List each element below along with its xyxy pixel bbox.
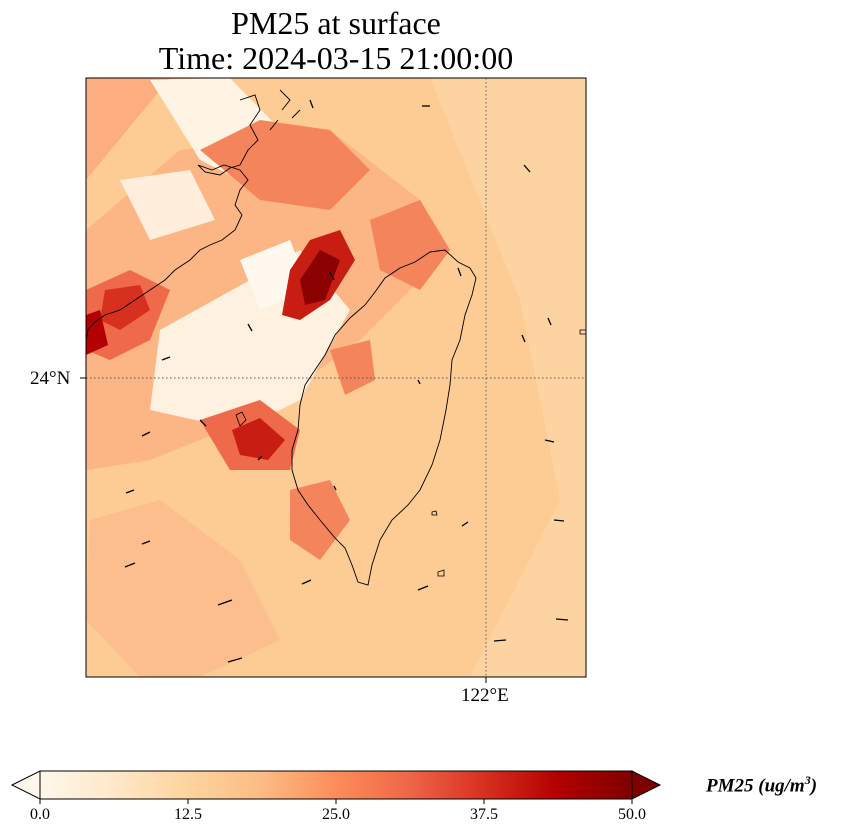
colorbar-gradient xyxy=(39,770,633,800)
colorbar xyxy=(10,770,662,804)
colorbar-tick-marks xyxy=(39,799,633,804)
pm25-hotspot-3 xyxy=(100,285,150,330)
taiwan-coastline xyxy=(291,249,477,586)
colorbar-tick-label: 12.5 xyxy=(174,806,202,823)
pm25-field-sw xyxy=(86,500,280,677)
pm25-patch-6 xyxy=(330,340,375,395)
colorbar-extend-max xyxy=(631,770,662,800)
colorbar-label: PM25 (ug/m3) xyxy=(706,773,817,797)
colorbar-tick-label: 25.0 xyxy=(322,806,350,823)
pm25-field-nw xyxy=(86,78,170,180)
pm25-clean-plume-mid xyxy=(120,170,215,240)
small-islands xyxy=(431,329,586,577)
pm25-field-east xyxy=(430,78,586,677)
colorbar-tick-label: 50.0 xyxy=(618,806,646,823)
map-title-line1: PM25 at surface xyxy=(231,5,441,41)
map-title-line2: Time: 2024-03-15 21:00:00 xyxy=(158,40,514,76)
map-figure xyxy=(80,77,587,683)
penghu-islands xyxy=(235,411,247,427)
lon-tick-label: 122°E xyxy=(461,685,509,706)
colorbar-extend-min xyxy=(10,770,41,800)
china-coastline xyxy=(86,89,301,341)
colorbar-label-exponent: 3 xyxy=(804,773,811,787)
colorbar-label-main: PM25 (ug/m xyxy=(706,775,805,797)
wind-vectors xyxy=(124,99,569,663)
lat-tick-label: 24°N xyxy=(30,368,71,389)
colorbar-label-close: ) xyxy=(810,775,818,797)
colorbar-tick-label: 37.5 xyxy=(470,806,498,823)
pm25-patch-2 xyxy=(370,200,450,290)
pm25-hotspot-2 xyxy=(232,418,285,460)
colorbar-tick-label: 0.0 xyxy=(30,806,50,823)
pm25-patch-1 xyxy=(200,120,370,210)
pm25-hotspot-1-core xyxy=(300,250,340,305)
pm25-hotspot-4 xyxy=(86,310,108,355)
